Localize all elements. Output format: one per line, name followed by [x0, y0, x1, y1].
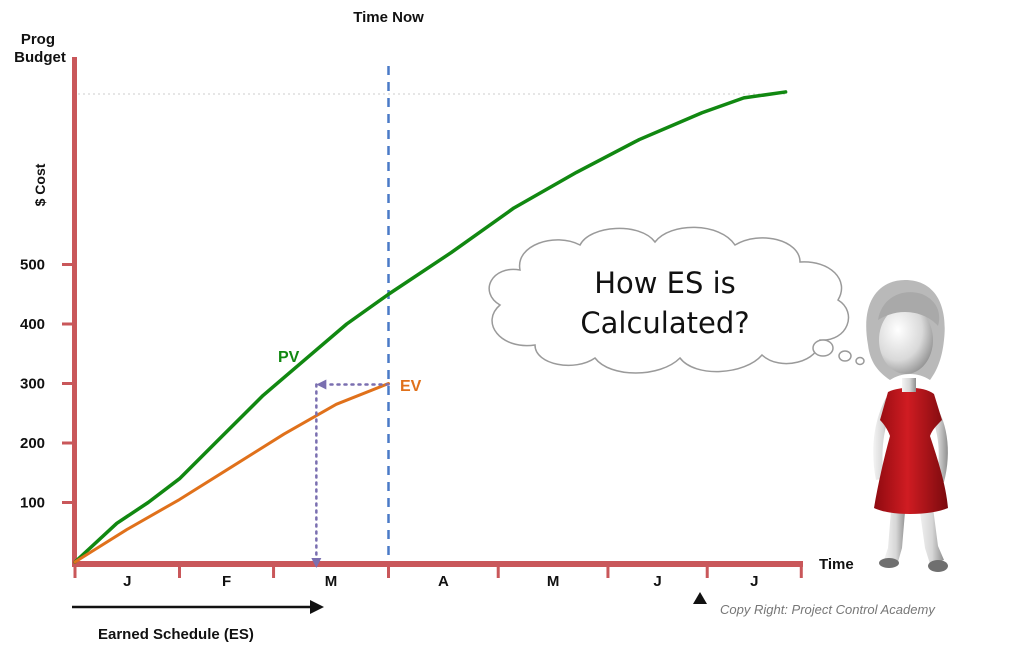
x-month-label: J — [750, 573, 758, 590]
bubble-dot-small — [855, 356, 865, 366]
copyright-text: Copy Right: Project Control Academy — [720, 602, 936, 617]
x-month-label: F — [222, 573, 231, 590]
bubble-dot-large — [812, 339, 834, 357]
y-tick-label: 500 — [20, 257, 45, 274]
earned-schedule-label: Earned Schedule (ES) — [98, 626, 254, 643]
x-axis-label: Time — [819, 556, 854, 573]
person-right-foot — [928, 560, 948, 572]
y-axis — [72, 57, 77, 567]
y-tick-mark — [62, 322, 74, 326]
x-tick-mark — [272, 561, 276, 578]
y-ticks: 100 200 300 400 500 — [20, 257, 74, 512]
es-vertical-arrowhead — [311, 558, 322, 568]
x-month-label: M — [325, 573, 338, 590]
x-tick-mark — [73, 561, 77, 578]
series-line-pv — [73, 90, 788, 564]
x-month-label: J — [653, 573, 661, 590]
x-tick-mark — [799, 561, 803, 578]
y-tick-mark — [62, 382, 74, 385]
y-axis-top-label-line2: Budget — [14, 49, 66, 66]
y-tick-mark — [62, 263, 74, 266]
person-left-leg — [884, 498, 906, 562]
x-tick-mark — [387, 561, 390, 578]
y-axis-label: $ Cost — [32, 163, 48, 206]
time-now-label: Time Now — [353, 9, 424, 26]
person-right-arm — [926, 398, 948, 482]
y-tick-label: 100 — [20, 495, 45, 512]
person-neck — [902, 378, 916, 392]
y-tick-mark — [62, 441, 74, 445]
y-tick-label: 400 — [20, 316, 45, 333]
x-tick-mark — [705, 561, 709, 578]
y-tick-mark — [62, 501, 74, 504]
person-bangs — [878, 292, 940, 326]
series-label-pv: PV — [278, 349, 300, 366]
x-tick-mark — [606, 561, 610, 578]
person-face — [879, 306, 933, 374]
x-month-label: M — [547, 573, 560, 590]
person-dress — [874, 387, 948, 514]
es-horizontal-arrowhead — [316, 379, 327, 390]
person-left-foot — [879, 558, 899, 568]
y-axis-top-label-line1: Prog — [21, 31, 55, 48]
bubble-dot-medium — [838, 350, 852, 362]
x-month-label: A — [438, 573, 449, 590]
bubble-line-1: How ES is — [594, 266, 736, 300]
x-tick-mark — [178, 561, 181, 578]
triangle-marker-icon — [693, 592, 707, 604]
x-tick-mark — [496, 561, 500, 578]
cloud-shape — [488, 226, 850, 374]
bubble-line-2: Calculated? — [580, 306, 749, 340]
series-layer: PV EV — [73, 90, 788, 564]
es-guides — [311, 379, 390, 568]
x-axis — [72, 561, 803, 567]
thinking-woman-figure-icon — [866, 280, 948, 572]
y-axis-top-label: Prog Budget — [14, 31, 66, 66]
earned-schedule-arrow — [72, 600, 324, 614]
y-tick-label: 200 — [20, 435, 45, 452]
series-line-ev — [73, 382, 390, 564]
es-arrow-head — [310, 600, 324, 614]
thought-bubble: How ES is Calculated? — [488, 226, 865, 374]
x-month-label: J — [123, 573, 131, 590]
y-tick-label: 300 — [20, 376, 45, 393]
person-right-leg — [918, 498, 944, 564]
series-label-ev: EV — [400, 378, 422, 395]
